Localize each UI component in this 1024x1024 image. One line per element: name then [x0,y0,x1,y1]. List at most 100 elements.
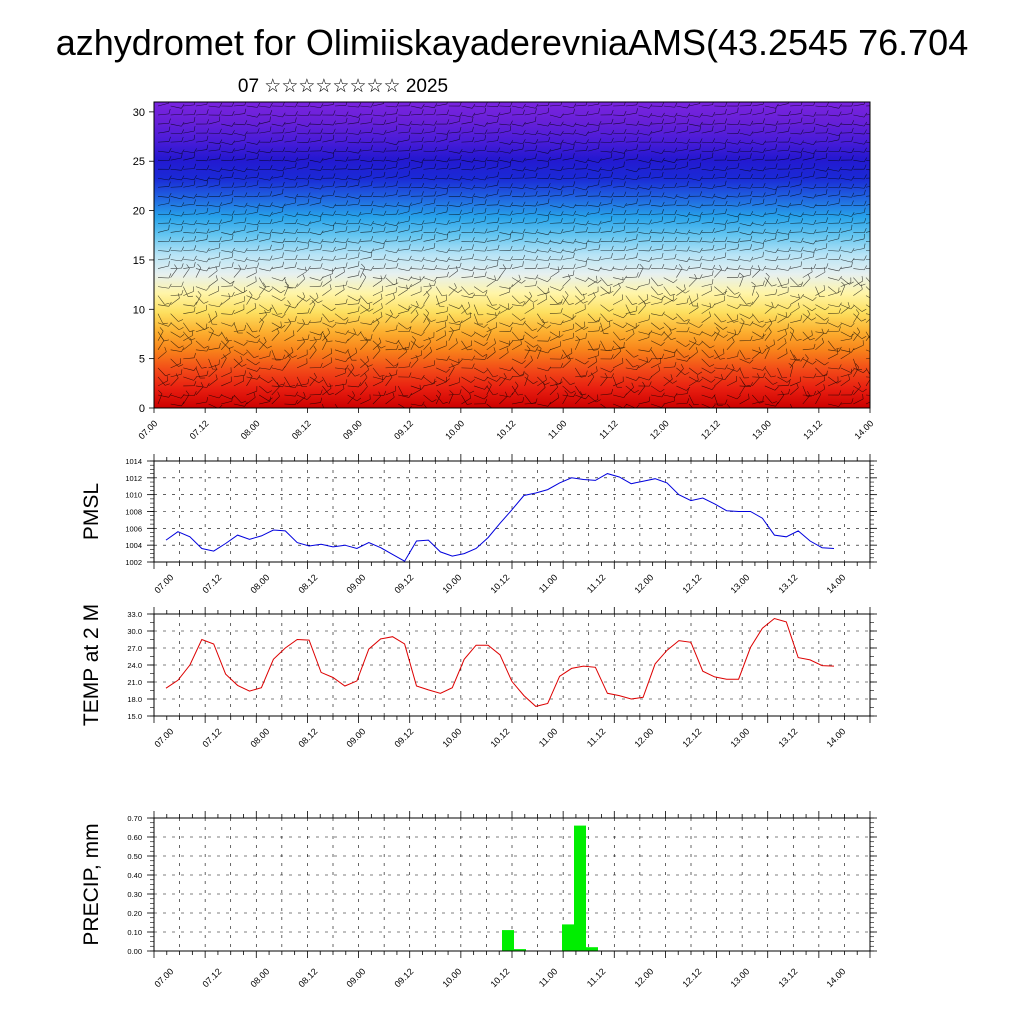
wind-barb-flag [573,108,575,114]
wind-barb [802,196,814,199]
wind-barb [562,193,574,197]
wind-barb [790,167,802,170]
wind-barb [613,241,625,243]
wind-barb [714,130,726,134]
wind-barb-flag [712,152,714,158]
wind-barb-flag [181,220,185,226]
wind-barb [385,298,395,305]
wind-barb-flag [756,291,760,297]
wind-barb [183,357,195,360]
wind-barb-flag [433,242,436,248]
wind-barb-flag [564,291,569,296]
wind-barb-flag [686,257,691,262]
wind-barb-flag [877,122,880,126]
wind-barb-flag [535,248,539,254]
wind-barb [499,352,509,360]
wind-barb [575,141,587,145]
wind-barb [575,394,586,400]
wind-barb-flag [596,366,598,372]
wind-barb [372,241,384,244]
wind-barb [486,403,493,408]
wind-barb-flag [244,167,248,172]
wind-barb-flag [181,136,184,142]
x-tick-label: 11.12 [585,572,608,595]
wind-barb-flag [711,394,716,399]
wind-barb [208,105,220,108]
wind-barb [284,196,296,199]
wind-barb [347,394,358,402]
wind-barb [815,239,827,242]
wind-barb [486,376,497,382]
wind-barb [435,286,443,297]
wind-barb-flag [472,157,476,163]
wind-barb [486,249,498,251]
wind-barb [436,326,447,333]
wind-barb [865,141,870,143]
wind-barb [853,313,862,322]
wind-barb [752,196,764,198]
wind-barb-flag [419,384,421,390]
wind-barb [853,268,865,271]
x-tick-label: 12.00 [632,966,655,989]
wind-barb-flag [529,291,533,297]
wind-barb-flag [572,323,574,329]
wind-barb-flag [320,281,323,287]
wind-barb [195,113,207,116]
wind-barb-flag [484,145,487,151]
wind-barb-flag [813,264,816,269]
wind-barb-flag [264,310,267,315]
wind-barb-flag [661,171,664,177]
wind-barb-flag [659,326,665,330]
y-tick-label: 30 [133,107,145,119]
wind-barb [625,104,637,107]
wind-barb-flag [661,264,665,269]
wind-barb-flag [724,252,727,258]
wind-barb-flag [484,377,488,382]
wind-barb [625,149,637,152]
wind-barb [347,349,352,361]
wind-barb-flag [724,166,728,171]
wind-barb [284,150,296,153]
wind-barb-flag [358,138,362,144]
x-tick-label: 09.12 [392,418,415,441]
wind-barb [701,130,713,134]
wind-barb [170,313,179,322]
wind-barb-flag [847,302,850,308]
wind-barb-flag [789,326,795,331]
wind-barb [410,159,422,163]
wind-barb-flag [257,256,261,262]
wind-barb [600,203,612,206]
wind-barb [676,268,683,278]
wind-barb [802,256,814,260]
wind-barb-flag [295,117,297,123]
wind-barb [777,393,789,396]
wind-barb [271,176,283,179]
wind-barb-flag [521,280,526,284]
wind-barb [764,376,774,385]
wind-barb-flag [459,112,463,117]
wind-barb [309,177,321,181]
wind-barb-flag [396,162,398,168]
wind-barb-flag [712,244,715,250]
wind-barb [233,349,244,356]
wind-barb-flag [368,308,374,312]
precip-bar [586,947,598,951]
wind-barb-flag [800,188,802,194]
wind-barb-flag [433,277,438,282]
wind-barb-flag [699,144,701,150]
wind-barb-flag [421,220,425,225]
wind-barb-flag [751,281,756,286]
wind-barb-flag [515,381,519,386]
wind-barb [183,331,191,341]
wind-barb-flag [535,185,539,190]
wind-barb-flag [383,263,386,269]
wind-barb [322,288,332,296]
wind-barb [549,383,561,387]
wind-barb-flag [507,303,510,309]
wind-barb [777,238,789,242]
wind-barb [436,238,447,242]
wind-barb-flag [472,363,475,369]
wind-barb [651,186,663,189]
wind-barb [398,205,410,208]
wind-barb [726,368,735,378]
